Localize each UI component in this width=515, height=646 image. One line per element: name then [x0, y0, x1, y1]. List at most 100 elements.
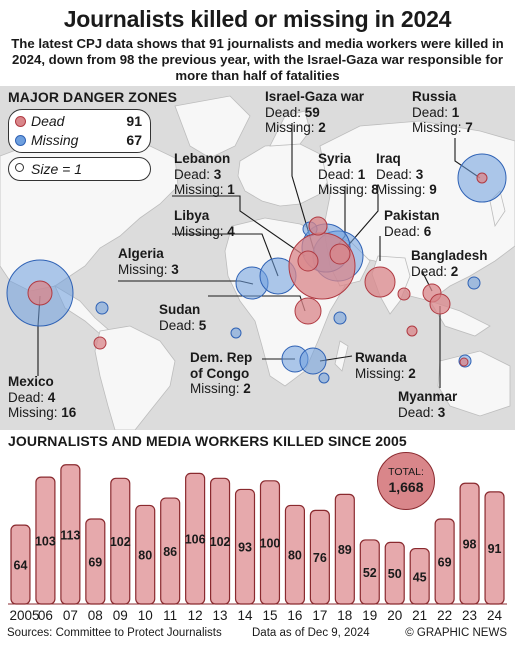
legend: Dead 91 Missing 67	[8, 109, 151, 153]
x-tick-label: 14	[238, 608, 254, 623]
bar-value-label: 69	[438, 555, 452, 569]
bar	[284, 504, 306, 605]
bar	[185, 472, 206, 605]
bubble-missing-small	[230, 327, 242, 339]
leader-algeria	[118, 280, 254, 285]
bar-value-label: 100	[260, 536, 281, 550]
bubble-lebanon-dead	[297, 250, 319, 272]
zone-label-algeria: Algeria Missing: 3	[118, 246, 179, 277]
zone-label-libya: Libya Missing: 4	[174, 208, 235, 239]
bar-value-label: 93	[238, 541, 252, 555]
size-dot-icon	[15, 163, 24, 172]
bar	[459, 482, 480, 605]
leader-iraq	[344, 194, 379, 250]
bar-value-label: 102	[110, 535, 131, 549]
bar-value-label: 80	[288, 549, 302, 563]
bar	[35, 476, 56, 605]
zone-label-israel: Israel-Gaza war Dead: 59 Missing: 2	[265, 89, 365, 135]
x-tick-label: 22	[437, 608, 452, 623]
legend-dead-label: Dead	[31, 113, 65, 129]
bar-value-label: 98	[463, 538, 477, 552]
bar-value-label: 102	[210, 535, 231, 549]
legend-missing-label: Missing	[31, 132, 79, 148]
bubble-dead-small	[93, 336, 107, 350]
x-tick-label: 21	[412, 608, 427, 623]
x-tick-label: 15	[262, 608, 277, 623]
x-tick-label: 2005	[9, 608, 39, 623]
legend-missing-value: 67	[126, 132, 142, 148]
bar	[334, 493, 355, 605]
dead-dot-icon	[15, 116, 26, 127]
bar-value-label: 52	[363, 566, 377, 580]
bubble-missing-small	[95, 301, 109, 315]
bar-value-label: 76	[313, 551, 327, 565]
total-label: TOTAL:	[388, 466, 424, 478]
zone-label-rwanda: Rwanda Missing: 2	[355, 350, 416, 381]
x-tick-label: 12	[188, 608, 203, 623]
zone-label-iraq: Iraq Dead: 3 Missing: 9	[376, 151, 437, 197]
x-tick-label: 10	[138, 608, 153, 623]
x-tick-label: 06	[38, 608, 53, 623]
bar-chart: 64 2005 103 06 113 07 69 08 102 09 80 10 86 11 106 12 10…	[8, 464, 507, 623]
zone-label-russia: Russia Dead: 1 Missing: 7	[412, 89, 473, 135]
x-tick-label: 20	[387, 608, 402, 623]
bubble-myanmar-dead	[429, 293, 451, 315]
zone-label-drc: Dem. Rep of Congo Missing: 2	[190, 350, 253, 396]
bar-value-label: 89	[338, 543, 352, 557]
zone-label-syria: Syria Dead: 1 Missing: 8	[318, 151, 379, 197]
bar	[160, 497, 181, 605]
x-tick-label: 16	[287, 608, 302, 623]
bar	[85, 518, 106, 605]
bubble-dead-small	[459, 357, 469, 367]
bar-value-label: 45	[413, 570, 427, 584]
bubble-missing-small	[333, 311, 347, 325]
bar	[10, 524, 31, 605]
x-tick-label: 17	[312, 608, 327, 623]
zone-label-pakistan: Pakistan Dead: 6	[384, 208, 440, 239]
x-tick-label: 08	[88, 608, 103, 623]
zone-label-sudan: Sudan Dead: 5	[159, 302, 207, 333]
map-section-title: MAJOR DANGER ZONES	[8, 89, 178, 105]
x-tick-label: 19	[362, 608, 377, 623]
leader-lebanon	[172, 195, 306, 257]
bubble-sudan-dead	[294, 297, 322, 325]
x-tick-label: 18	[337, 608, 352, 623]
page-title: Journalists killed or missing in 2024	[63, 6, 452, 32]
bar-value-label: 106	[185, 533, 206, 547]
zone-label-mexico: Mexico Dead: 4 Missing: 16	[8, 374, 77, 420]
bar-value-label: 86	[163, 545, 177, 559]
bar-value-label: 69	[88, 555, 102, 569]
bubble-missing-small	[467, 276, 481, 290]
bubble-missing-small	[318, 372, 330, 384]
legend-size: Size = 1	[8, 157, 151, 181]
bar-value-label: 91	[488, 542, 502, 556]
bar	[259, 480, 281, 605]
bar	[210, 477, 231, 605]
bar	[60, 464, 81, 605]
bar-value-label: 80	[138, 549, 152, 563]
x-tick-label: 11	[163, 608, 177, 623]
bubble-syria-dead	[308, 216, 328, 236]
footer-date: Data as of Dec 9, 2024	[252, 627, 370, 639]
page-subtitle: The latest CPJ data shows that 91 journa…	[11, 36, 504, 83]
total-badge: TOTAL: 1,668	[377, 452, 435, 510]
total-value: 1,668	[388, 479, 424, 495]
zone-label-bangladesh: Bangladesh Dead: 2	[411, 248, 488, 279]
zone-label-lebanon: Lebanon Dead: 3 Missing: 1	[174, 151, 235, 197]
bubble-pakistan-dead	[364, 266, 396, 298]
bar	[409, 547, 430, 605]
bar-value-label: 113	[60, 528, 80, 542]
footer-source: Sources: Committee to Protect Journalist…	[7, 627, 222, 639]
bar	[110, 477, 131, 605]
bubble-rwanda-missing	[299, 347, 327, 375]
bubble-mexico-dead	[27, 280, 53, 306]
x-tick-label: 13	[213, 608, 228, 623]
x-tick-label: 24	[487, 608, 503, 623]
bubble-russia-dead	[476, 172, 488, 184]
bubble-dead-small	[406, 325, 418, 337]
bar	[384, 541, 405, 605]
bar-value-label: 64	[14, 559, 28, 573]
bar	[359, 539, 380, 605]
bar	[309, 509, 330, 605]
footer-credit: © GRAPHIC NEWS	[405, 627, 507, 639]
